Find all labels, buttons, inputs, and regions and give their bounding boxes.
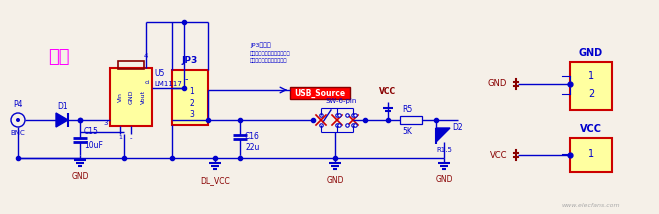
Text: 5K: 5K — [402, 127, 412, 136]
Bar — [110, 68, 152, 126]
Circle shape — [16, 118, 20, 122]
Text: -: - — [185, 74, 188, 84]
Text: 1: 1 — [118, 135, 122, 140]
Text: 4: 4 — [144, 53, 148, 59]
Text: VCC: VCC — [580, 124, 602, 134]
Text: GND: GND — [435, 175, 453, 184]
Polygon shape — [436, 128, 450, 142]
Text: GND: GND — [579, 48, 603, 58]
Bar — [570, 62, 612, 110]
Text: C15: C15 — [84, 128, 99, 137]
Bar — [290, 87, 350, 99]
Text: 一、接外部电源，断开通过；: 一、接外部电源，断开通过； — [250, 51, 291, 56]
Text: VCC: VCC — [490, 150, 507, 159]
Text: USB_Source: USB_Source — [295, 88, 345, 98]
Text: D2: D2 — [452, 123, 463, 132]
Text: U5: U5 — [154, 69, 164, 78]
Text: 1: 1 — [190, 87, 194, 96]
Text: VCC: VCC — [380, 87, 397, 96]
Text: -: - — [130, 135, 132, 141]
Text: 二、断开电源，等待输入。: 二、断开电源，等待输入。 — [250, 58, 287, 63]
Text: LM1117: LM1117 — [154, 81, 182, 87]
Text: BNC: BNC — [11, 130, 26, 136]
Bar — [400, 116, 422, 124]
Text: GND: GND — [326, 176, 344, 185]
Text: P4: P4 — [13, 100, 23, 109]
Text: 3: 3 — [103, 120, 108, 126]
Text: Vin: Vin — [117, 92, 123, 102]
Text: 2: 2 — [190, 99, 194, 108]
Text: ci: ci — [145, 80, 150, 85]
Text: 1: 1 — [588, 71, 594, 81]
Text: GND: GND — [71, 172, 89, 181]
Text: Vout: Vout — [140, 90, 146, 104]
Text: JP3说明：: JP3说明： — [250, 42, 271, 48]
Bar — [570, 138, 612, 172]
Text: 10uF: 10uF — [84, 141, 103, 150]
Text: 3: 3 — [190, 110, 194, 119]
Text: R1.5: R1.5 — [436, 147, 452, 153]
Text: GND: GND — [129, 90, 134, 104]
Text: DL_VCC: DL_VCC — [200, 176, 230, 185]
Text: 电源: 电源 — [48, 48, 69, 66]
Text: SW-6-pin: SW-6-pin — [325, 98, 357, 104]
Bar — [172, 70, 208, 125]
Text: 2: 2 — [588, 89, 594, 99]
Text: GND: GND — [488, 79, 507, 89]
Polygon shape — [56, 113, 68, 127]
Text: 22u: 22u — [245, 143, 260, 152]
Text: 1: 1 — [588, 149, 594, 159]
Text: JP3: JP3 — [182, 56, 198, 65]
Text: C16: C16 — [245, 132, 260, 141]
Bar — [118, 61, 144, 69]
Text: D1: D1 — [57, 102, 68, 111]
Text: www.elecfans.com: www.elecfans.com — [561, 203, 620, 208]
Text: R5: R5 — [402, 105, 413, 114]
